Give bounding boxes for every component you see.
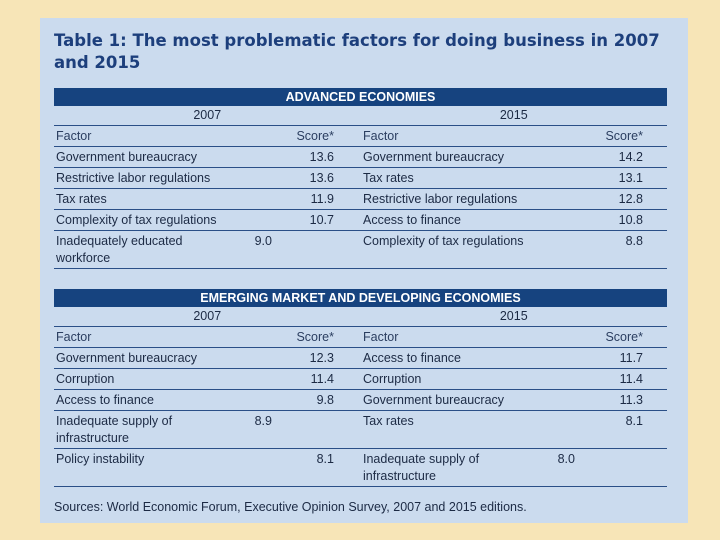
score-cell: 12.8	[618, 192, 643, 206]
factor-cell: Access to finance	[363, 213, 461, 227]
score-header: Score*	[296, 330, 334, 344]
factor-cell: Policy instability	[56, 452, 145, 466]
year-2015-label: 2015	[499, 309, 528, 323]
score-cell: 8.0	[557, 452, 575, 466]
score-cell: 13.6	[309, 150, 334, 164]
table-row: Restrictive labor regulations 13.6 Tax ra…	[54, 167, 667, 188]
score-header: Score*	[296, 129, 334, 143]
factor-header: Factor	[56, 330, 92, 344]
year-2015-label: 2015	[499, 108, 528, 122]
table-row: Policy instability 8.1 Inadequate supply …	[54, 448, 667, 487]
factor-header: Factor	[363, 330, 399, 344]
table-row: Complexity of tax regulations 10.7 Access…	[54, 209, 667, 230]
factor-cell: Access to finance	[363, 351, 461, 365]
score-cell: 8.9	[254, 414, 272, 428]
factor-cell: Government bureaucracy	[56, 351, 198, 365]
year-2007-label: 2007	[193, 108, 222, 122]
year-2007-label: 2007	[193, 309, 222, 323]
section-banner: ADVANCED ECONOMIES	[54, 88, 667, 106]
table-row: Access to finance 9.8 Government bureaucr…	[54, 389, 667, 410]
table-row: Tax rates 11.9 Restrictive labor regulati…	[54, 188, 667, 209]
score-cell: 11.9	[310, 192, 334, 206]
table-row: Government bureaucracy 12.3 Access to fin…	[54, 347, 667, 368]
factor-cell: Restrictive labor regulations	[56, 171, 211, 185]
factor-cell: Complexity of tax regulations	[56, 213, 217, 227]
score-cell: 9.0	[254, 234, 272, 248]
factor-header: Factor	[56, 129, 92, 143]
score-cell: 10.7	[309, 213, 334, 227]
score-cell: 11.4	[310, 372, 334, 386]
section-banner: EMERGING MARKET AND DEVELOPING ECONOMIES	[54, 289, 667, 307]
score-cell: 11.3	[619, 393, 643, 407]
factor-cell: Tax rates	[56, 192, 107, 206]
factor-cell: Tax rates	[363, 171, 414, 185]
table-title: Table 1: The most problematic factors fo…	[54, 31, 660, 72]
factor-cell: Inadequate supply of infrastructure	[363, 452, 480, 483]
advanced-economies-section: ADVANCED ECONOMIES 2007 2015 Factor Scor…	[54, 88, 667, 269]
score-cell: 13.6	[309, 171, 334, 185]
factor-cell: Corruption	[363, 372, 422, 386]
score-cell: 8.1	[625, 414, 643, 428]
score-cell: 10.8	[618, 213, 643, 227]
factor-cell: Government bureaucracy	[363, 393, 505, 407]
year-header: 2007 2015	[54, 307, 667, 326]
score-cell: 12.3	[309, 351, 334, 365]
score-cell: 9.8	[316, 393, 334, 407]
factor-cell: Complexity of tax regulations	[363, 234, 524, 248]
factor-cell: Restrictive labor regulations	[363, 192, 518, 206]
source-note: Sources: World Economic Forum, Executive…	[54, 500, 527, 514]
score-header: Score*	[605, 330, 643, 344]
factor-cell: Corruption	[56, 372, 115, 386]
year-header: 2007 2015	[54, 106, 667, 125]
column-header-row: Factor Score* Factor Score*	[54, 125, 667, 146]
table-row: Inadequate supply of infrastructure 8.9 T…	[54, 410, 667, 448]
factor-cell: Government bureaucracy	[363, 150, 505, 164]
score-cell: 14.2	[618, 150, 643, 164]
factor-header: Factor	[363, 129, 399, 143]
table-row: Inadequately educated workforce 9.0 Compl…	[54, 230, 667, 269]
column-header-row: Factor Score* Factor Score*	[54, 326, 667, 347]
factor-cell: Inadequate supply of infrastructure	[56, 414, 173, 445]
score-header: Score*	[605, 129, 643, 143]
factor-cell: Inadequately educated workforce	[56, 234, 183, 265]
score-cell: 8.8	[625, 234, 643, 248]
score-cell: 8.1	[316, 452, 334, 466]
factor-cell: Tax rates	[363, 414, 414, 428]
factor-cell: Access to finance	[56, 393, 154, 407]
emerging-economies-section: EMERGING MARKET AND DEVELOPING ECONOMIES…	[54, 289, 667, 487]
score-cell: 11.7	[619, 351, 643, 365]
factor-cell: Government bureaucracy	[56, 150, 198, 164]
table-row: Government bureaucracy 13.6 Government bu…	[54, 146, 667, 167]
table-panel: Table 1: The most problematic factors fo…	[40, 18, 688, 523]
score-cell: 13.1	[618, 171, 643, 185]
table-row: Corruption 11.4 Corruption 11.4	[54, 368, 667, 389]
score-cell: 11.4	[619, 372, 643, 386]
